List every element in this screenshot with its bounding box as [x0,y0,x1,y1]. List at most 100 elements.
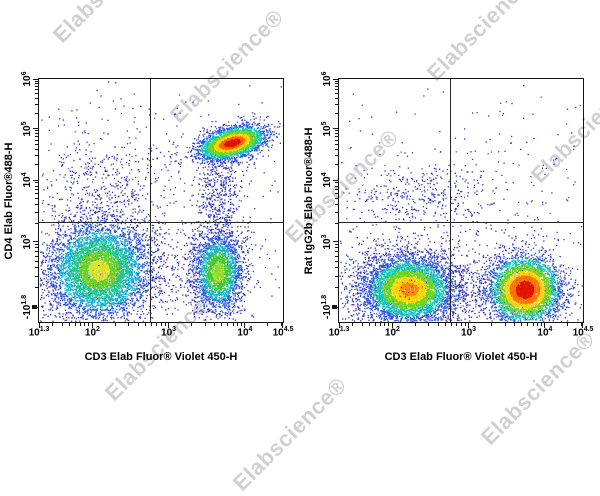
x-tick [582,323,583,328]
quadrant-gate-horizontal-line [339,222,583,223]
y-tick [333,78,338,80]
quadrant-gate-vertical-line [450,79,451,322]
watermark-text: Elabscience® [48,0,172,48]
y-minor-tick [335,251,338,253]
x-minor-tick [84,323,86,326]
x-axis-title: CD3 Elab Fluor® Violet 450-H [384,351,538,363]
y-minor-tick [335,133,338,135]
x-minor-tick [464,323,466,326]
y-minor-tick [335,185,338,187]
y-minor-tick [35,204,38,206]
x-minor-tick [388,323,390,326]
x-tick-label: 101.3 [28,326,50,339]
y-minor-tick [35,211,38,213]
y-minor-tick [335,198,338,200]
x-tick [468,323,470,328]
y-minor-tick [35,275,38,277]
y-tick-label: 103 [320,234,334,250]
y-minor-tick [335,222,338,224]
y-tick-label: 103 [20,234,34,250]
y-minor-tick [35,287,38,289]
y-minor-tick [335,139,338,141]
y-minor-tick [335,93,338,95]
x-minor-tick [491,323,493,326]
y-minor-tick [335,244,338,246]
y-minor-tick [35,255,38,257]
y-minor-tick [35,143,38,145]
y-minor-tick [335,136,338,138]
x-minor-tick [460,323,462,326]
x-minor-tick [221,323,223,326]
y-minor-tick [35,133,38,135]
x-tick-label: 104.5 [272,326,294,339]
y-minor-tick [35,139,38,141]
y-minor-tick [335,275,338,277]
x-minor-tick [338,323,340,326]
y-minor-tick [335,204,338,206]
y-minor-tick [35,198,38,200]
watermark-text: Elabscience® [228,372,352,496]
figure-root: Elabscience® Elabscience® Elabscience® Elab… [3,0,600,496]
x-minor-tick [240,323,242,326]
y-minor-tick [335,211,338,213]
y-minor-tick [35,136,38,138]
y-tick [33,179,38,181]
y-minor-tick [335,104,338,106]
y-minor-tick [35,148,38,150]
x-minor-tick [380,323,382,326]
y-minor-tick [335,255,338,257]
y-minor-tick [35,182,38,184]
x-minor-tick [267,323,269,326]
x-tick [91,323,93,328]
x-minor-tick [68,323,70,326]
y-minor-tick [335,130,338,132]
x-minor-tick [428,323,430,326]
x-minor-tick [232,323,234,326]
x-minor-tick [61,323,63,326]
y-minor-tick [335,143,338,145]
x-minor-tick [580,323,582,326]
y-tick [333,128,338,130]
y-tick-label: 105 [20,121,34,137]
x-minor-tick [536,323,538,326]
x-minor-tick [214,323,216,326]
y-minor-tick [35,189,38,191]
x-minor-tick [227,323,229,326]
x-minor-tick [504,323,506,326]
y-tick-label: 106 [20,71,34,87]
x-tick-label: 101.3 [328,326,350,339]
y-minor-tick [335,164,338,166]
x-minor-tick [437,323,439,326]
x-minor-tick [151,323,153,326]
y-minor-tick [35,164,38,166]
y-minor-tick [35,98,38,100]
y-minor-tick [335,89,338,91]
y-minor-tick [35,155,38,156]
flow-plot-cd4-vs-cd3: CD4 Elab Fluor®488-H CD3 Elab Fluor® Vio… [3,71,293,363]
y-minor-tick [35,251,38,253]
y-axis-title: Rat IgG2b Elab Fluor®488-H [303,127,315,274]
x-minor-tick [80,323,82,326]
y-minor-tick [335,182,338,184]
x-tick-label: 102 [384,326,400,339]
x-minor-tick [368,323,370,326]
y-minor-tick [35,89,38,91]
x-tick-label: 104 [237,326,253,339]
density-scatter-canvas [39,79,283,322]
x-minor-tick [456,323,458,326]
y-minor-tick [335,193,338,195]
y-minor-tick [35,104,38,106]
y-minor-tick [35,130,38,132]
y-minor-tick [35,80,38,82]
y-minor-tick [335,86,338,88]
y-tick-label: 105 [320,121,334,137]
y-minor-tick [335,247,338,249]
x-minor-tick [236,323,238,326]
x-tick [244,323,246,328]
y-minor-tick [335,267,338,269]
y-tick [33,78,38,80]
y-tick-label: -101.8 [20,295,34,320]
watermark-text: Elabscience® [422,0,546,86]
x-minor-tick [137,323,139,326]
y-minor-tick [335,113,338,115]
